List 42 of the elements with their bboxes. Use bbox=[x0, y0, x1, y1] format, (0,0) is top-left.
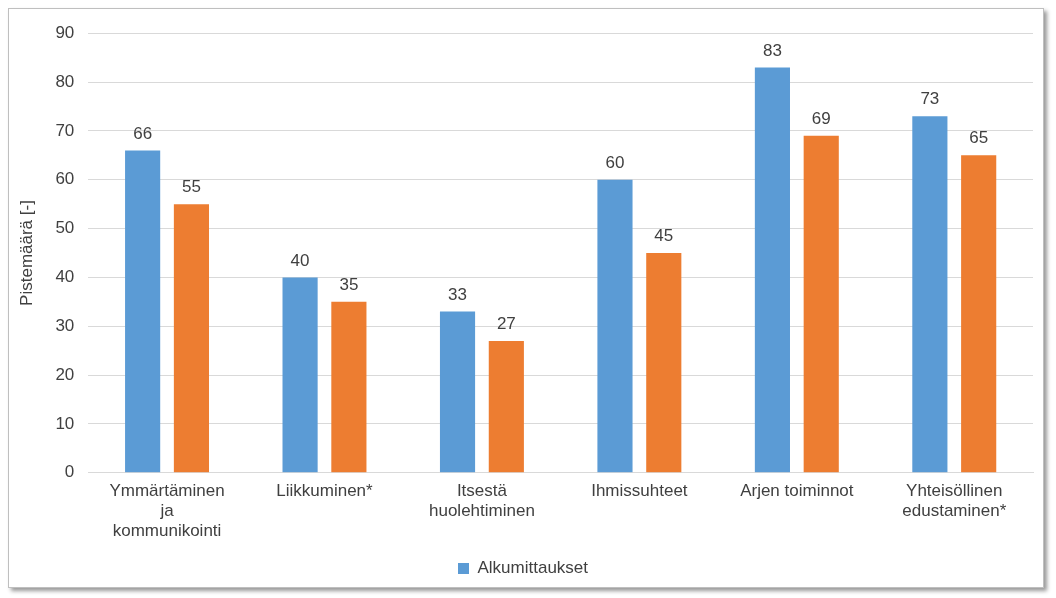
x-tick-label: Itsestä huolehtiminen bbox=[429, 480, 535, 521]
data-label: 33 bbox=[448, 284, 467, 304]
x-tick-label: Ymmärtäminen ja kommunikointi bbox=[109, 480, 225, 541]
bar bbox=[282, 277, 318, 473]
x-tick-label: Yhteisöllinen edustaminen* bbox=[902, 480, 1007, 521]
bar bbox=[488, 340, 524, 473]
data-label: 35 bbox=[339, 275, 359, 295]
y-tick-label: 40 bbox=[55, 267, 75, 287]
y-tick-label: 80 bbox=[55, 71, 75, 91]
data-label: 65 bbox=[969, 128, 989, 148]
bar bbox=[125, 150, 161, 473]
data-label: 69 bbox=[811, 108, 831, 128]
bar bbox=[646, 253, 682, 473]
data-label: 27 bbox=[496, 314, 516, 334]
legend-label: Alkumittaukset bbox=[477, 558, 589, 578]
data-label: 40 bbox=[290, 250, 310, 270]
bar bbox=[912, 116, 948, 473]
data-label: 45 bbox=[654, 226, 674, 246]
y-tick-label: 50 bbox=[55, 218, 75, 238]
bar bbox=[331, 301, 367, 473]
y-tick-label: 10 bbox=[55, 413, 75, 433]
bar bbox=[754, 67, 790, 473]
data-label: 73 bbox=[920, 89, 940, 109]
data-label: 66 bbox=[133, 123, 153, 143]
bar bbox=[803, 135, 839, 473]
data-label: 83 bbox=[762, 40, 782, 60]
x-tick-label: Arjen toiminnot bbox=[740, 480, 854, 500]
y-tick-label: 60 bbox=[55, 169, 75, 189]
y-tick-label: 70 bbox=[55, 120, 75, 140]
data-label: 55 bbox=[181, 177, 201, 197]
y-tick-label: 0 bbox=[64, 462, 75, 482]
bar bbox=[961, 155, 997, 473]
bar bbox=[597, 179, 633, 473]
y-tick-label: 20 bbox=[55, 364, 75, 384]
x-tick-label: Liikkuminen* bbox=[276, 480, 374, 500]
data-label: 60 bbox=[605, 152, 625, 172]
bar bbox=[173, 204, 210, 473]
y-axis-title: Pistemäärä [-] bbox=[16, 200, 36, 306]
y-tick-label: 90 bbox=[55, 22, 75, 42]
bar bbox=[439, 311, 476, 473]
y-tick-label: 30 bbox=[55, 315, 75, 335]
x-tick-label: Ihmissuhteet bbox=[591, 480, 688, 500]
